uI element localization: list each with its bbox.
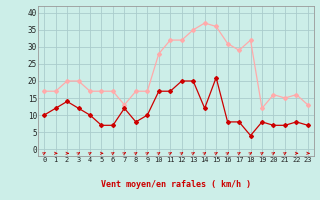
X-axis label: Vent moyen/en rafales ( km/h ): Vent moyen/en rafales ( km/h )	[101, 180, 251, 189]
